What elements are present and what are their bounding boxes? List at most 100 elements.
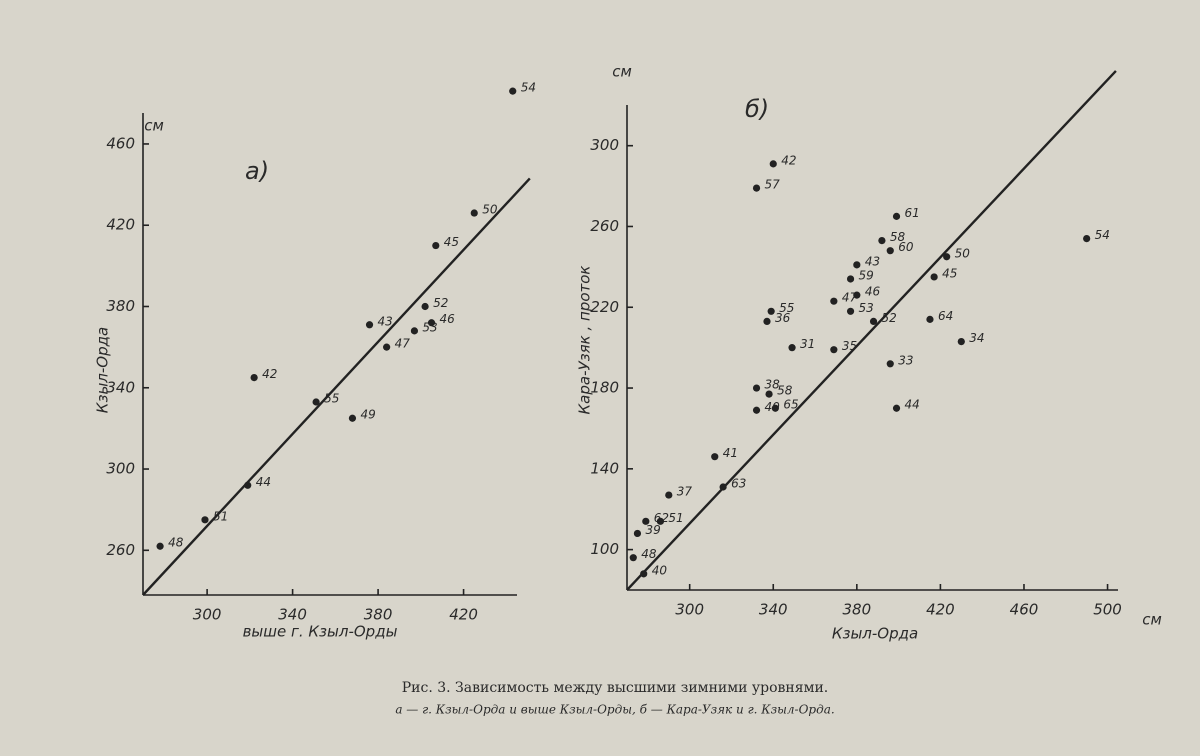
caption-title: Рис. 3. Зависимость между высшими зимним…: [402, 680, 829, 696]
y-tick-label: 180: [590, 379, 619, 397]
x-axis-label: выше г. Кзыл-Орды: [243, 623, 398, 641]
point: [1083, 234, 1091, 243]
fit-line: [626, 70, 1117, 591]
point-label: 49: [360, 408, 375, 422]
point: [943, 253, 951, 261]
point-label: 51: [213, 509, 228, 523]
point: [878, 237, 886, 245]
point-label: 58: [777, 384, 793, 398]
point-label: 65: [783, 398, 798, 412]
point: [830, 297, 838, 305]
point: [846, 275, 855, 283]
point-label: 53: [859, 301, 874, 315]
point: [427, 319, 436, 327]
y-tick-label: 260: [106, 541, 135, 559]
point-label: 37: [677, 485, 693, 499]
y-tick-label: 260: [590, 217, 619, 235]
point: [665, 491, 673, 499]
point-label: 44: [905, 398, 920, 412]
point: [930, 273, 938, 281]
point-label: 41: [723, 446, 738, 460]
point-label: 42: [262, 367, 277, 381]
point: [509, 87, 517, 95]
point-label: 46: [440, 312, 456, 326]
point-label: 47: [395, 337, 411, 351]
y-tick-label: 140: [590, 459, 619, 477]
point: [788, 344, 796, 352]
x-tick-label: 340: [278, 606, 307, 624]
y-tick-label: 300: [106, 460, 135, 478]
y-tick-label: 300: [590, 136, 619, 154]
point: [432, 241, 440, 250]
point: [869, 317, 878, 325]
point: [752, 384, 761, 392]
point: [830, 346, 838, 354]
x-tick-label: 420: [449, 606, 478, 624]
point-label: 33: [898, 353, 913, 367]
point: [629, 554, 637, 562]
point-label: 55: [779, 301, 794, 315]
point: [853, 291, 861, 299]
point-label: 46: [865, 285, 881, 299]
point: [348, 414, 357, 422]
point-label: 43: [865, 254, 880, 268]
point: [769, 160, 777, 168]
point-label: 38: [765, 378, 781, 392]
point-label: 40: [652, 563, 668, 577]
point-label: 50: [955, 246, 971, 260]
y-unit: см: [612, 63, 632, 81]
x-tick-label: 420: [926, 601, 955, 619]
point: [410, 327, 419, 335]
point: [767, 307, 775, 315]
point: [765, 390, 773, 398]
point: [892, 212, 901, 220]
point: [250, 374, 258, 382]
x-tick-label: 380: [843, 601, 872, 619]
point: [365, 321, 374, 329]
y-tick-label: 340: [106, 378, 135, 396]
x-tick-label: 300: [675, 601, 704, 619]
point-label: 39: [645, 523, 660, 537]
point-label: 61: [905, 206, 920, 220]
point-label: 63: [731, 477, 746, 491]
point: [846, 307, 855, 315]
point: [421, 302, 429, 311]
x-axis-label: Кзыл-Орда: [832, 625, 918, 643]
point: [633, 529, 642, 538]
point-label: 54: [1095, 228, 1110, 242]
caption-subtitle: а — г. Кзыл-Орда и выше Кзыл-Орды, б — К…: [395, 703, 834, 717]
point-label: 54: [521, 81, 536, 95]
y-unit: см: [144, 117, 164, 135]
point-label: 60: [898, 240, 914, 254]
point: [642, 517, 650, 525]
y-tick-label: 460: [106, 134, 135, 152]
y-tick-label: 420: [106, 216, 135, 234]
x-tick-label: 460: [1010, 601, 1039, 619]
point: [957, 337, 965, 346]
point-label: 43: [378, 314, 393, 328]
point-label: 58: [890, 230, 906, 244]
point: [926, 315, 934, 323]
x-tick-label: 300: [193, 606, 222, 624]
y-tick-label: 380: [106, 297, 135, 315]
point: [156, 542, 164, 550]
point: [892, 404, 901, 412]
point-label: 34: [969, 331, 984, 345]
point-label: 31: [800, 337, 815, 351]
y-axis-label: Кзыл-Орда: [94, 327, 112, 413]
point-label: 48: [168, 536, 184, 550]
point: [886, 360, 894, 368]
fit-line: [142, 177, 531, 596]
point-label: 35: [842, 339, 857, 353]
point-label: 64: [938, 309, 953, 323]
point: [763, 317, 771, 325]
point-label: 44: [256, 475, 271, 489]
point-label: 45: [444, 235, 459, 249]
y-tick-label: 220: [590, 298, 619, 316]
y-axis-label: Кара-Узяк , проток: [576, 266, 594, 415]
point-label: 42: [781, 153, 796, 167]
panel-label: а): [245, 157, 269, 185]
point: [752, 184, 761, 192]
